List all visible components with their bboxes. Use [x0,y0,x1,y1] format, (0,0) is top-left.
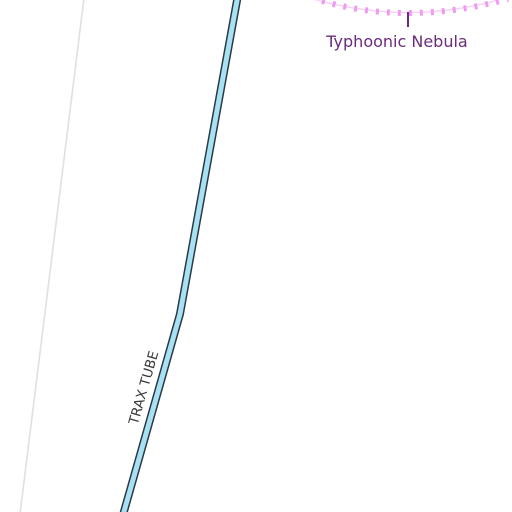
nebula-area[interactable]: Typhoonic Nebula [300,0,512,51]
boundary-line [19,0,85,512]
route-fill [121,0,240,512]
nebula-label: Typhoonic Nebula [325,32,467,51]
nebula-tick-ring [321,0,509,16]
